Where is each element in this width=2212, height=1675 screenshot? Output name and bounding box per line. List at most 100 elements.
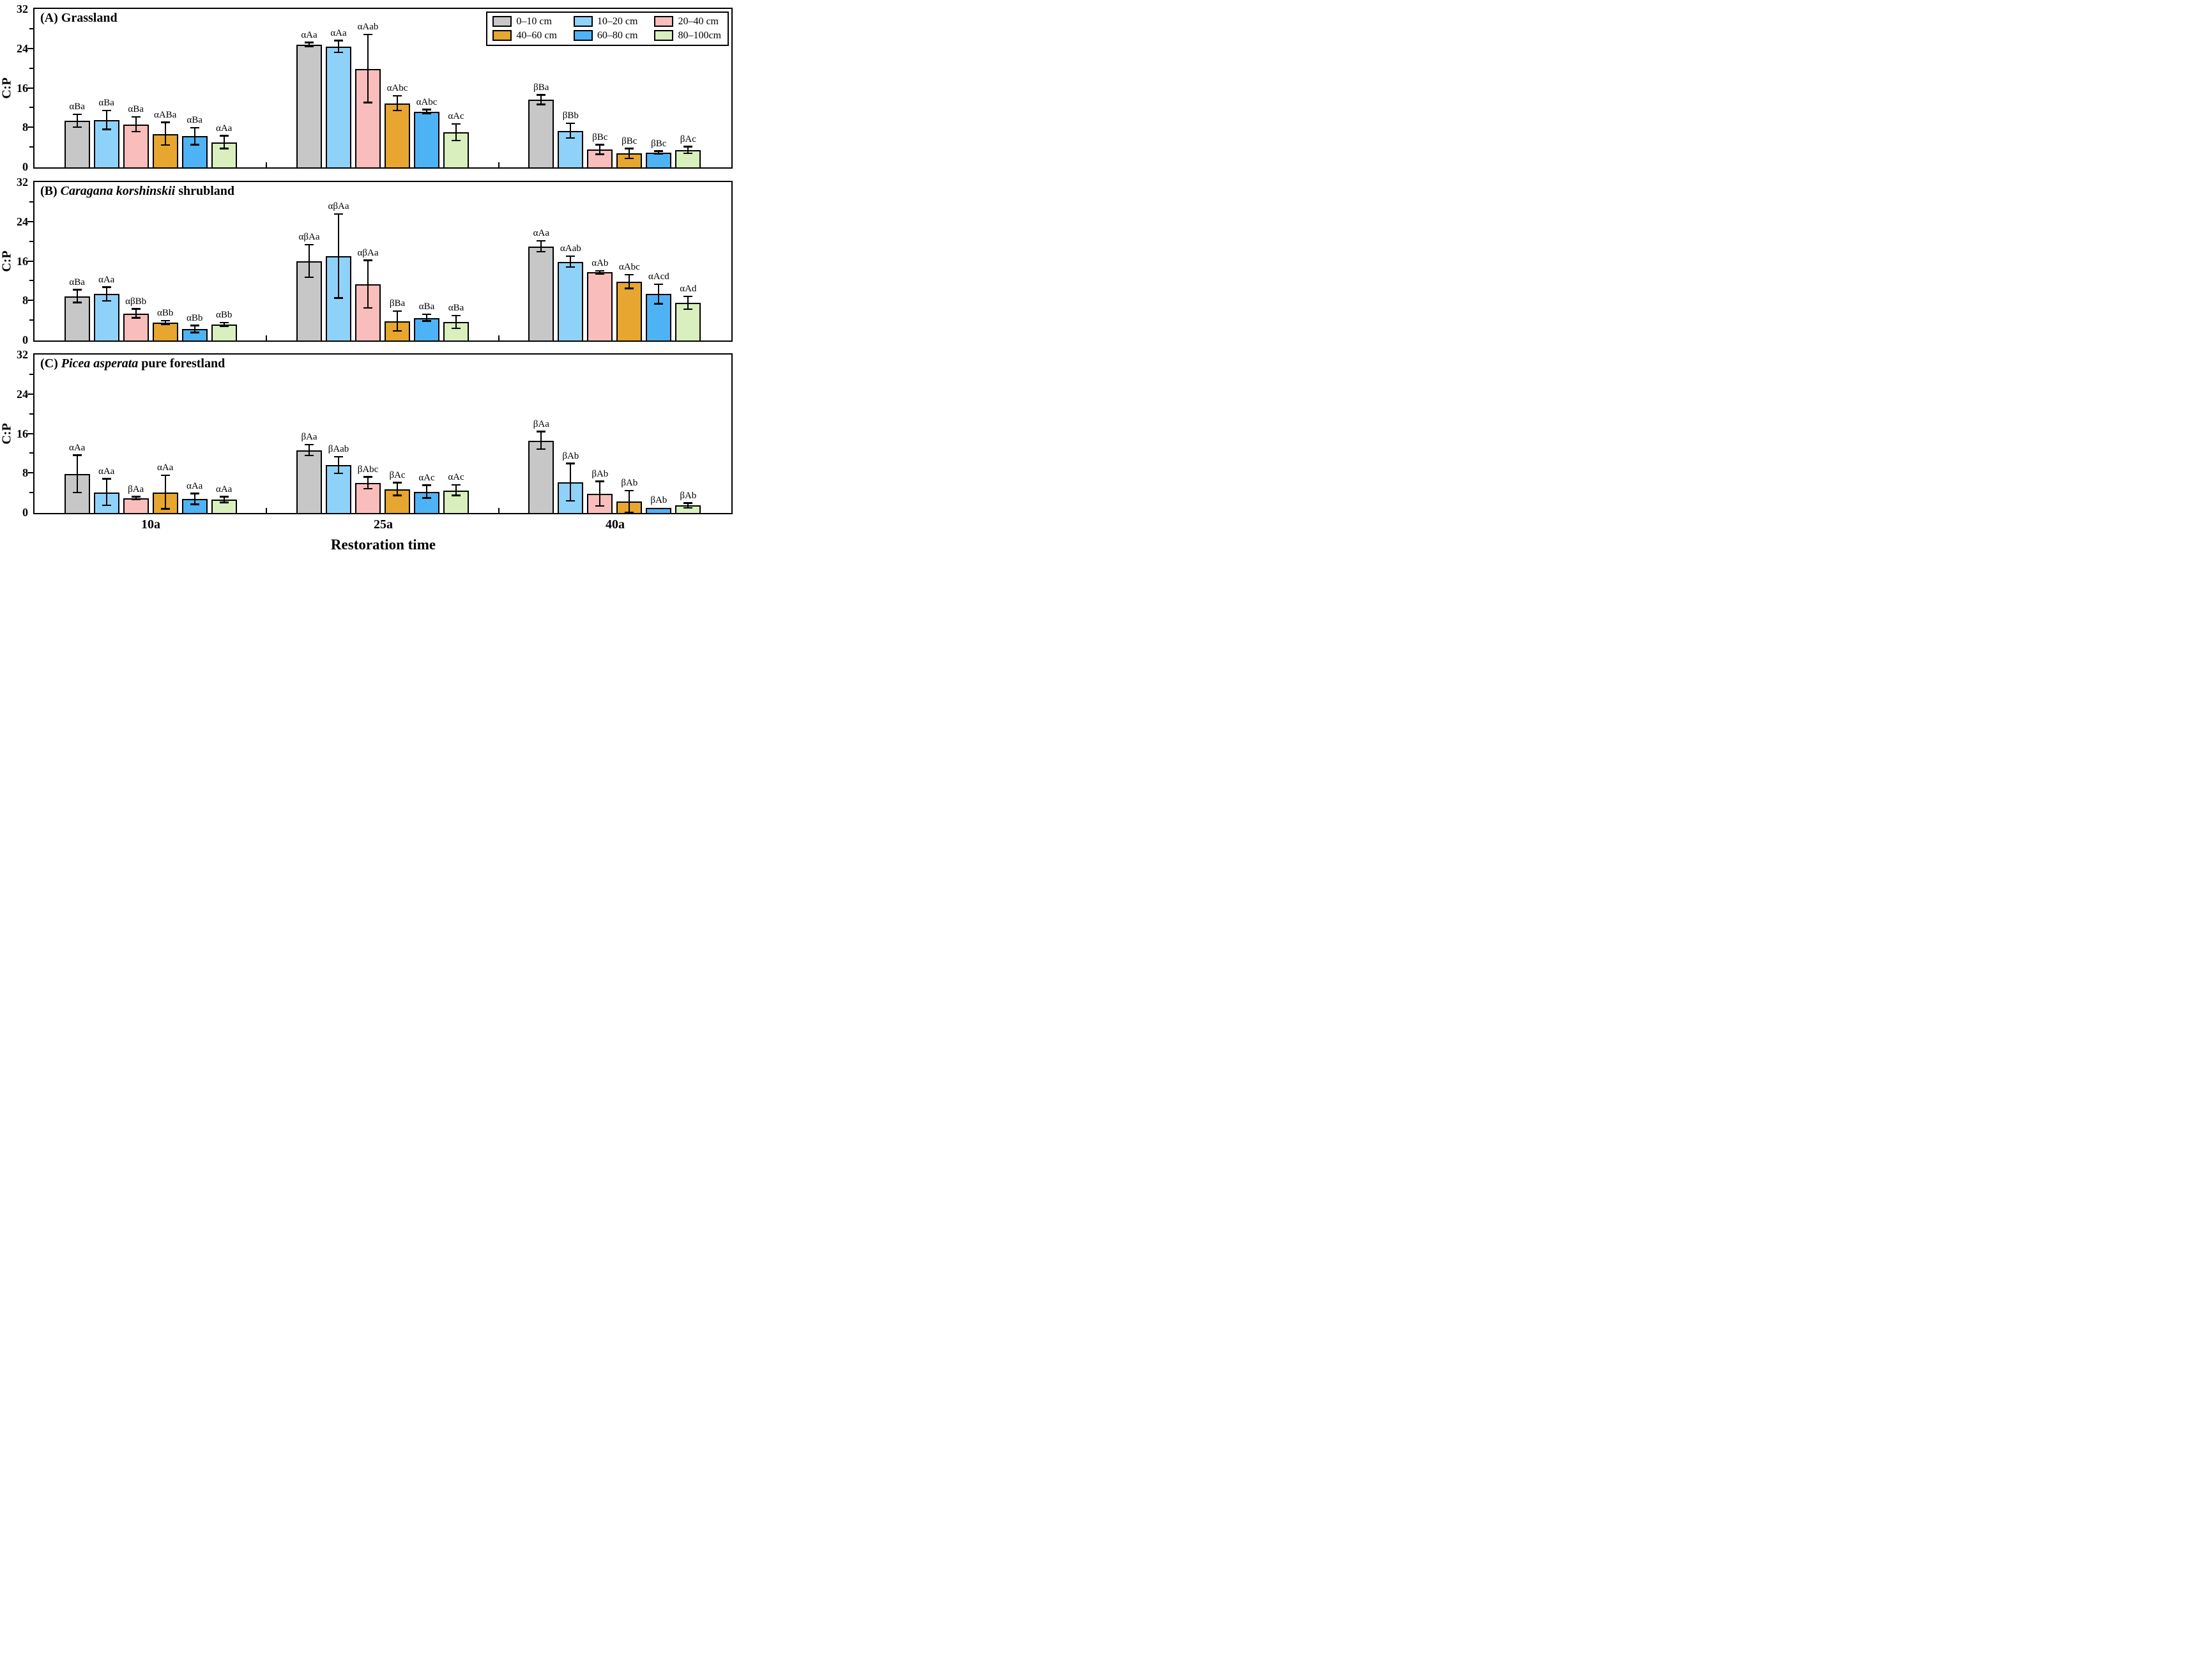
bar-A-25a-0–10cm xyxy=(296,44,322,167)
panel-title-text: pure forestland xyxy=(138,356,225,371)
error-bar-cap xyxy=(363,33,372,36)
panel-title-text: shrubland xyxy=(175,184,235,198)
y-minor-tick xyxy=(29,319,33,321)
error-bar-cap xyxy=(422,109,431,111)
bar-A-25a-40–60cm xyxy=(385,103,410,167)
error-bar-cap xyxy=(72,302,82,303)
significance-label: αβAa xyxy=(298,232,320,243)
y-tick-label: 8 xyxy=(22,466,28,480)
error-bar-line xyxy=(105,111,107,130)
y-minor-tick xyxy=(29,201,33,203)
significance-label: αBa xyxy=(69,277,85,287)
legend-entry: 10–20 cm xyxy=(573,15,637,27)
error-bar-cap xyxy=(625,157,634,160)
y-minor-tick xyxy=(29,27,33,29)
significance-label: βAa xyxy=(533,418,549,429)
panel-title-grassland: (A) Grassland xyxy=(40,11,118,26)
error-bar-line xyxy=(599,271,601,274)
y-minor-tick xyxy=(29,373,33,375)
error-bar-cap xyxy=(72,113,82,116)
panel-title-text: (B) xyxy=(40,184,61,198)
error-bar-line xyxy=(338,214,339,298)
error-bar-cap xyxy=(363,487,372,490)
y-minor-tick xyxy=(29,107,33,109)
significance-label: αβAa xyxy=(357,247,379,258)
error-bar-line xyxy=(338,457,339,474)
bar-C-25a-0–10cm xyxy=(296,450,322,513)
legend-label: 20–40 cm xyxy=(678,16,719,27)
significance-label: βAc xyxy=(389,470,406,480)
panel-forestland: C:P (C) Picea asperata pure forestland α… xyxy=(0,348,738,519)
error-bar-line xyxy=(135,309,137,318)
x-boundary-tick xyxy=(266,162,268,167)
significance-label: αBa xyxy=(98,98,114,109)
error-bar-line xyxy=(540,241,542,252)
bar-B-10a-40–60cm xyxy=(152,323,178,340)
error-bar-cap xyxy=(305,42,314,43)
legend-label: 40–60 cm xyxy=(516,30,557,41)
error-bar-line xyxy=(455,485,457,496)
y-tick-label: 0 xyxy=(22,506,28,519)
bar-B-10a-10–20cm xyxy=(93,294,119,340)
y-minor-tick xyxy=(29,492,33,494)
significance-label: βBa xyxy=(389,298,406,309)
error-bar-cap xyxy=(422,112,431,114)
panel-title-forestland: (C) Picea asperata pure forestland xyxy=(40,356,225,371)
significance-label: αBa xyxy=(187,115,202,126)
error-bar-cap xyxy=(131,317,141,319)
error-bar-cap xyxy=(190,493,199,494)
bar-B-10a-0–10cm xyxy=(64,296,90,340)
y-major-tick xyxy=(27,472,33,474)
error-bar-cap xyxy=(102,300,111,302)
bar-A-40a-60–80cm xyxy=(646,152,672,167)
error-bar-line xyxy=(397,96,398,111)
legend-entry: 40–60 cm xyxy=(492,29,557,42)
significance-label: αAc xyxy=(448,111,464,122)
error-bar-line xyxy=(309,42,310,47)
significance-label: βAb xyxy=(650,495,667,506)
legend-swatch-icon xyxy=(654,30,674,41)
error-bar-line xyxy=(687,296,689,310)
error-bar-cap xyxy=(537,448,546,450)
y-major-tick xyxy=(27,87,33,89)
error-bar-line xyxy=(194,493,195,505)
error-bar-cap xyxy=(625,489,634,492)
error-bar-line xyxy=(367,260,369,309)
significance-label: βBb xyxy=(562,111,579,121)
error-bar-cap xyxy=(160,121,170,123)
error-bar-cap xyxy=(72,289,82,291)
error-bar-cap xyxy=(160,323,170,326)
error-bar-cap xyxy=(393,330,402,332)
significance-label: αBa xyxy=(448,303,464,314)
error-bar-cap xyxy=(683,146,693,148)
error-bar-cap xyxy=(683,502,693,504)
bar-A-25a-60–80cm xyxy=(414,111,439,167)
error-bar-cap xyxy=(422,497,431,499)
error-bar-cap xyxy=(452,123,461,125)
y-major-tick xyxy=(27,432,33,434)
error-bar-line xyxy=(135,496,137,500)
error-bar-cap xyxy=(305,443,314,446)
error-bar-cap xyxy=(219,148,229,149)
figure: C:P (A) Grassland 0–10 cm 10–20 cm 20–40 c… xyxy=(0,0,738,558)
x-category-25a: 25a xyxy=(374,517,393,532)
error-bar-cap xyxy=(334,213,343,215)
error-bar-cap xyxy=(102,109,111,112)
significance-label: αBb xyxy=(186,312,203,323)
error-bar-cap xyxy=(131,308,141,310)
error-bar-cap xyxy=(102,128,111,130)
significance-label: βAb xyxy=(680,490,697,501)
error-bar-line xyxy=(570,463,572,501)
y-tick-label: 24 xyxy=(17,387,28,401)
error-bar-cap xyxy=(537,240,546,242)
x-boundary-tick xyxy=(498,162,500,167)
significance-label: αAd xyxy=(680,284,697,294)
error-bar-line xyxy=(223,496,225,503)
error-bar-line xyxy=(76,289,78,303)
error-bar-cap xyxy=(131,496,141,498)
error-bar-line xyxy=(338,40,339,53)
error-bar-line xyxy=(426,314,427,321)
plot-area-grassland: (A) Grassland 0–10 cm 10–20 cm 20–40 cm 40–… xyxy=(33,8,733,169)
error-bar-cap xyxy=(566,500,576,502)
plot-area-forestland: (C) Picea asperata pure forestland αAa αA… xyxy=(33,353,733,514)
